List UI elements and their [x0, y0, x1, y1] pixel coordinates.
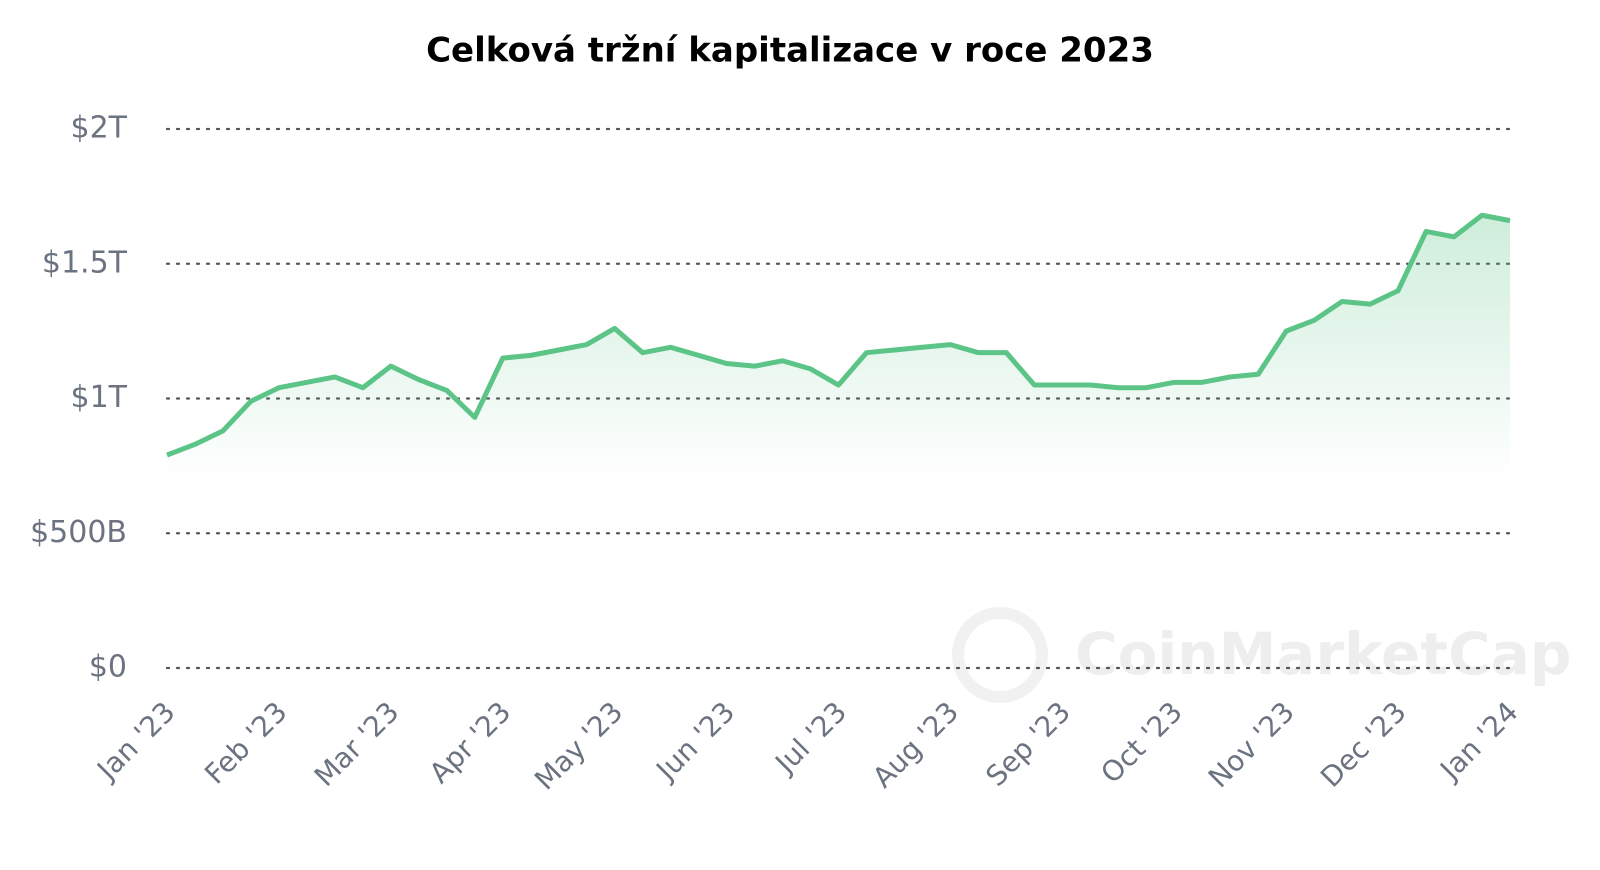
watermark: CoinMarketCap: [1075, 620, 1571, 688]
x-tick-label: Apr '23: [423, 695, 518, 790]
x-tick-label: Nov '23: [1202, 695, 1301, 794]
x-tick-label: Jan '23: [89, 695, 181, 787]
y-tick-label: $0: [89, 650, 127, 685]
x-tick-label: Oct '23: [1094, 695, 1188, 789]
y-tick-label: $2T: [71, 111, 128, 146]
chart-title: Celková tržní kapitalizace v roce 2023: [426, 31, 1154, 71]
y-tick-label: $500B: [30, 515, 127, 550]
y-tick-label: $1.5T: [42, 245, 128, 280]
x-tick-label: Dec '23: [1314, 695, 1413, 794]
x-tick-label: Jan '24: [1432, 695, 1524, 787]
x-tick-label: Jun '23: [649, 695, 742, 788]
x-tick-label: May '23: [528, 695, 629, 796]
x-tick-label: Jul '23: [768, 695, 854, 781]
line: [166, 212, 1511, 458]
x-tick-label: Mar '23: [308, 695, 406, 793]
x-tick-label: Aug '23: [866, 695, 965, 794]
x-tick-label: Feb '23: [198, 695, 293, 790]
area: [167, 215, 1510, 480]
y-tick-label: $1T: [71, 380, 128, 415]
watermark-logo: [952, 607, 1048, 703]
x-tick-label: Sep '23: [979, 695, 1077, 793]
